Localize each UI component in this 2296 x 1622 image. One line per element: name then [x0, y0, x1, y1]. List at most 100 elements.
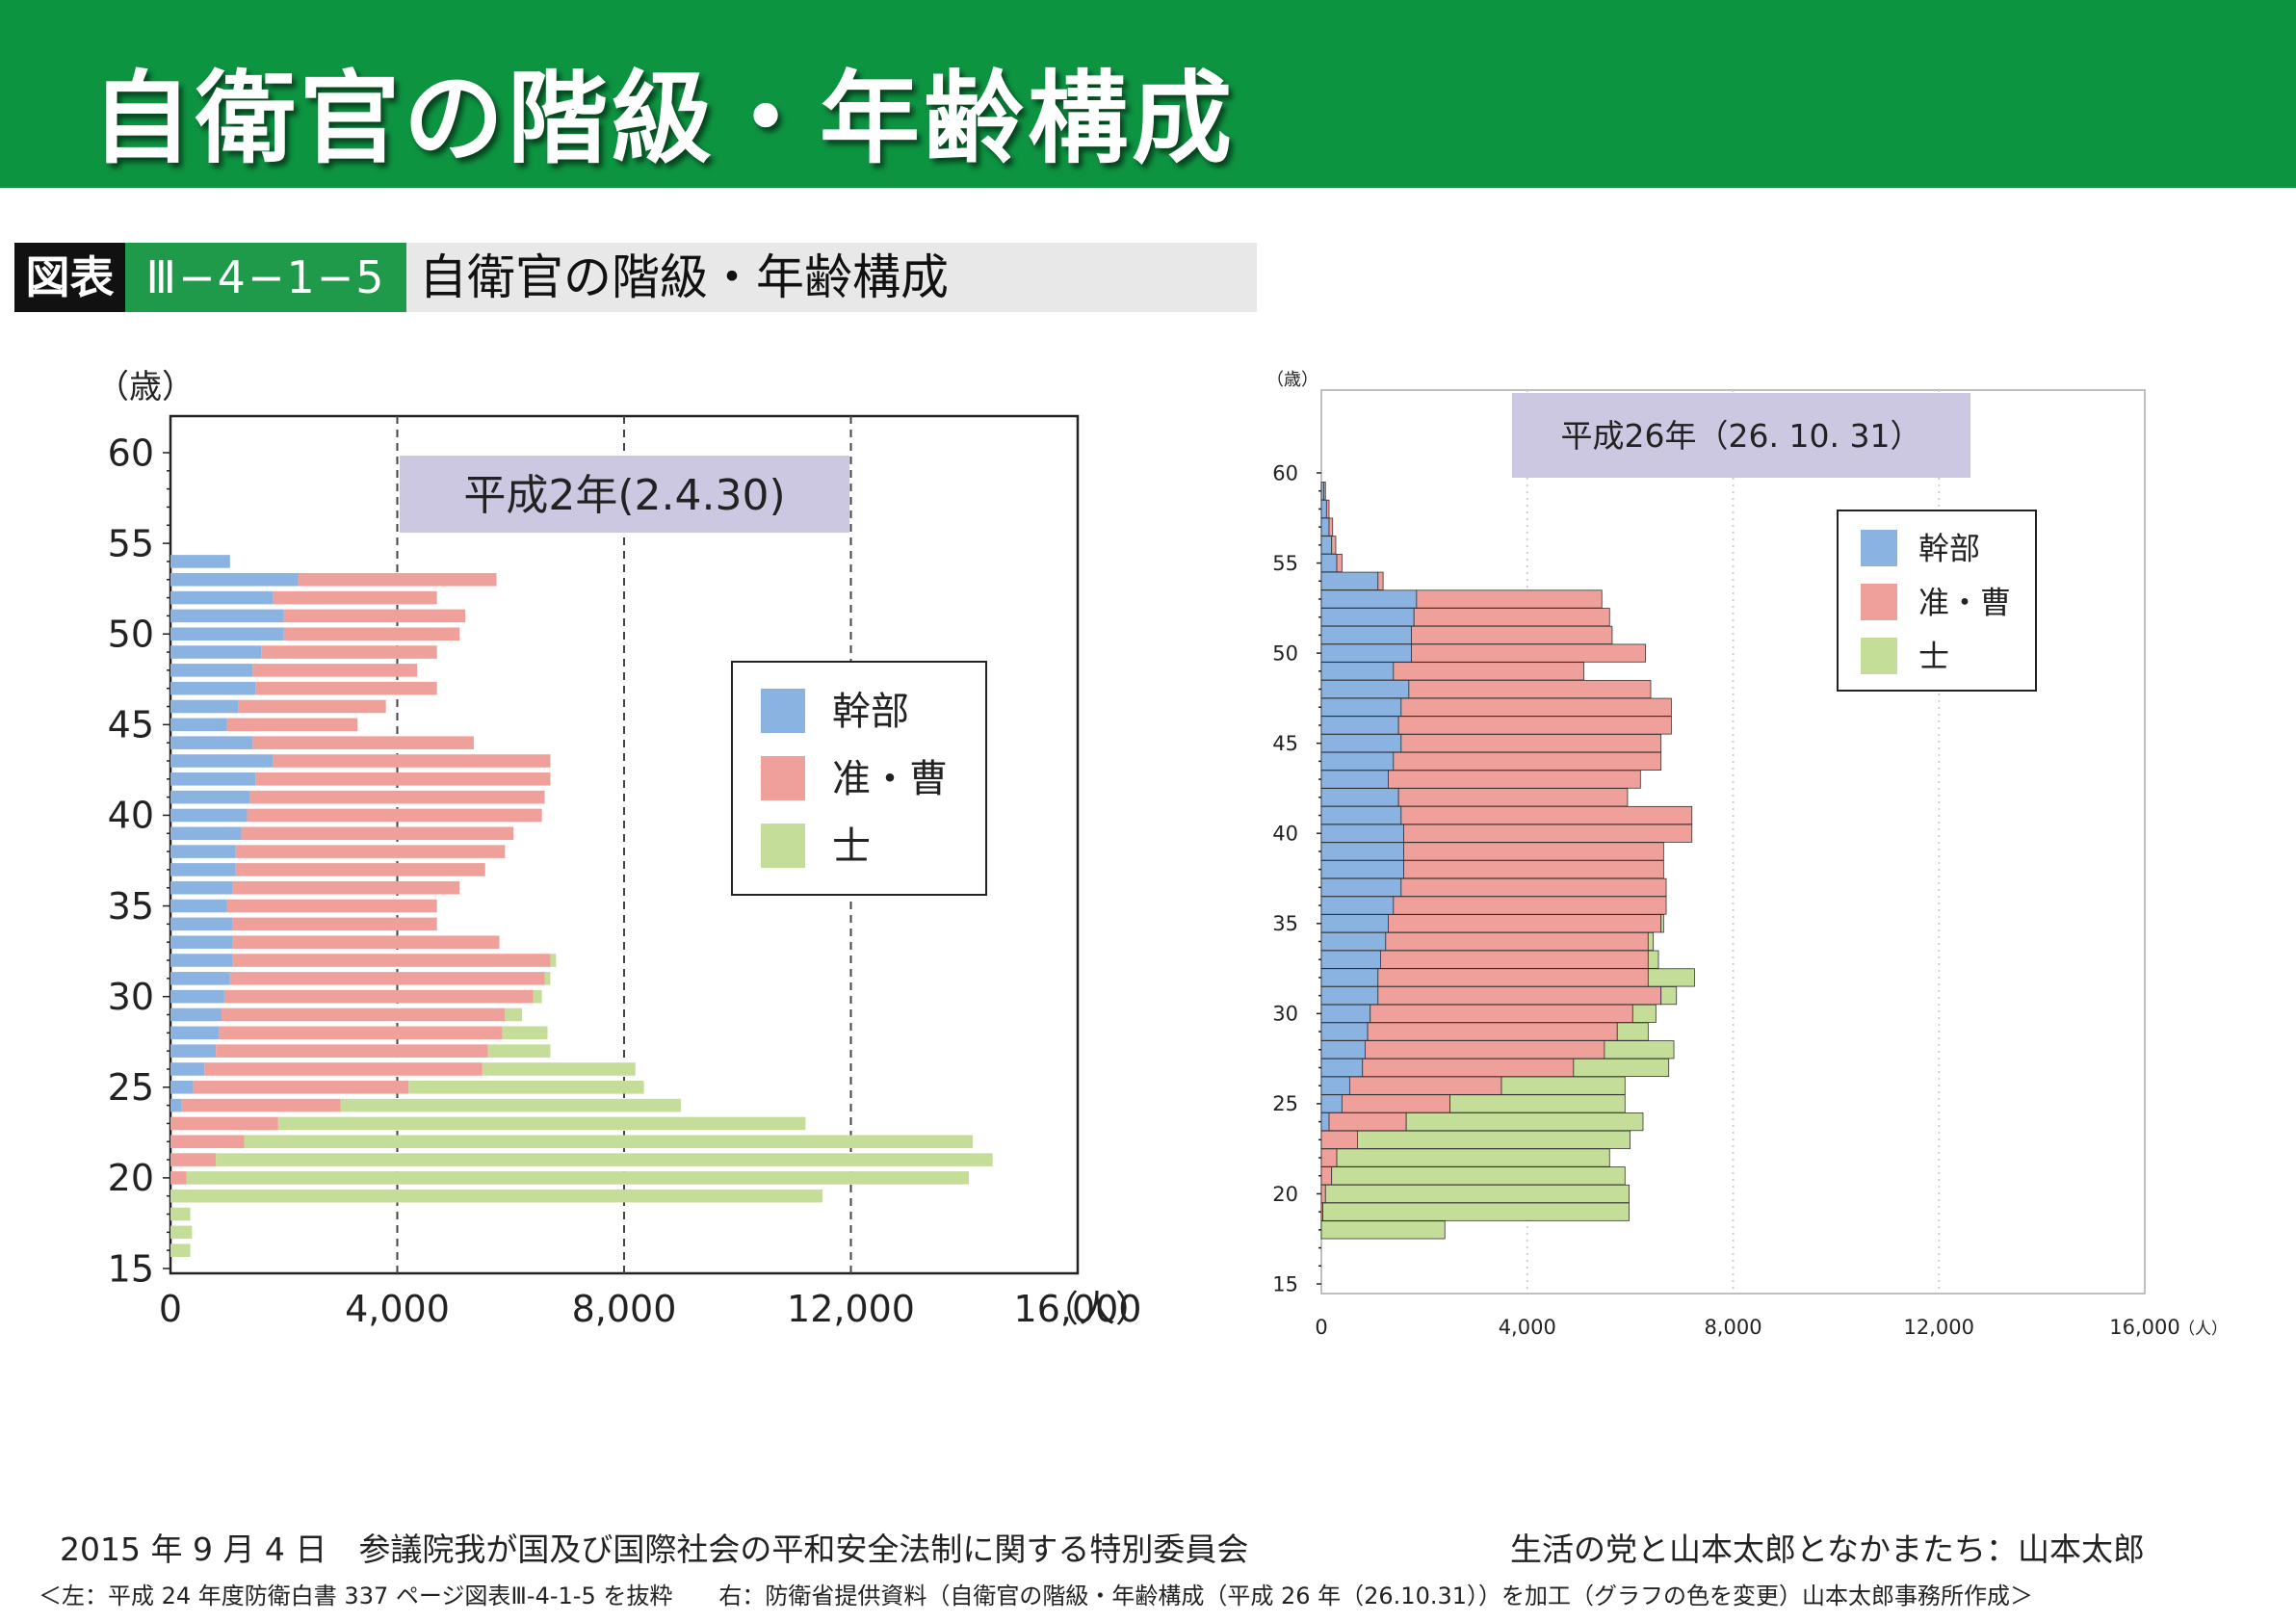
bar-age41-junso [249, 790, 545, 804]
y-tick-label: 35 [108, 885, 154, 928]
y-tick-label: 30 [108, 976, 154, 1018]
y-tick-label: 15 [108, 1247, 154, 1290]
bar-age22-shi [1336, 1148, 1610, 1167]
x-tick-label: 12,000 [787, 1288, 915, 1330]
bar-age36-junso [232, 880, 460, 895]
y-tick-label: 20 [108, 1157, 154, 1199]
bar-age21-shi [216, 1153, 993, 1166]
bar-age29-junso [221, 1007, 506, 1022]
bar-age34-junso [1385, 931, 1649, 952]
bar-age23-junso [170, 1116, 278, 1131]
bar-age33-kanbu [170, 935, 233, 949]
bar-age53-junso [1416, 589, 1603, 609]
bar-age47-junso [255, 681, 437, 695]
legend-label: 士 [832, 824, 871, 869]
bar-age24-junso [181, 1098, 341, 1112]
bar-age44-kanbu [1320, 751, 1395, 771]
legend-swatch-junso [1861, 584, 1897, 620]
bar-age38-junso [1403, 860, 1664, 879]
bar-age32-junso [232, 954, 551, 967]
bar-age27-shi [487, 1044, 551, 1058]
y-tick-label: 25 [108, 1066, 154, 1109]
bar-age35-kanbu [170, 899, 227, 913]
bar-age20-junso [1320, 1184, 1326, 1204]
bar-age25-shi [408, 1081, 644, 1094]
legend-label: 士 [1918, 638, 1949, 674]
y-tick-label: 60 [108, 432, 154, 474]
x-unit-label: （人） [1042, 1288, 1152, 1330]
bar-age48-junso [1408, 679, 1652, 699]
bar-age19-shi [1322, 1202, 1630, 1221]
y-tick-label: 25 [1272, 1092, 1298, 1115]
bar-age50-junso [1411, 643, 1647, 663]
bar-age31-kanbu [170, 972, 230, 985]
legend-swatch-shi [761, 824, 805, 868]
bar-age29-kanbu [170, 1007, 222, 1022]
bar-age37-junso [1400, 877, 1667, 897]
bar-age46-junso [238, 699, 386, 714]
bar-age27-junso [216, 1044, 488, 1058]
bar-age32-shi [1647, 968, 1695, 987]
y-tick-label: 50 [1272, 641, 1298, 665]
bar-age20-shi [1324, 1184, 1630, 1204]
bar-age51-kanbu [170, 609, 284, 623]
bar-age48-kanbu [1320, 679, 1410, 699]
bar-age35-shi [1660, 914, 1664, 933]
bar-age34-junso [232, 917, 437, 931]
bar-age22-junso [1320, 1148, 1338, 1167]
bar-age28-kanbu [1320, 1040, 1366, 1060]
chart-title: 平成26年（26. 10. 31） [1561, 417, 1922, 455]
page-title: 自衛官の階級・年齢構成 [91, 60, 1237, 177]
bar-age34-kanbu [1320, 931, 1387, 952]
bar-age23-junso [1320, 1130, 1358, 1149]
bar-age29-shi [505, 1007, 523, 1022]
bar-age58-kanbu [1320, 499, 1327, 518]
bar-age27-kanbu [1320, 1058, 1364, 1078]
figure-title: 自衛官の階級・年齢構成 [419, 249, 949, 305]
y-tick-label: 40 [1272, 823, 1298, 846]
header-banner: 自衛官の階級・年齢構成 [0, 0, 2296, 188]
bar-age28-shi [502, 1026, 548, 1040]
bar-age26-shi [1500, 1076, 1626, 1095]
bar-age43-kanbu [170, 754, 273, 768]
bar-age47-kanbu [1320, 697, 1402, 717]
bar-age25-junso [1341, 1094, 1450, 1113]
bar-age52-junso [1413, 608, 1610, 627]
bar-age28-junso [219, 1026, 503, 1040]
bar-age23-shi [277, 1116, 806, 1131]
bar-age39-junso [1403, 842, 1664, 861]
bar-age38-junso [235, 845, 506, 858]
bar-age31-junso [229, 972, 545, 985]
x-tick-label: 12,000 [1904, 1316, 1974, 1339]
legend-label: 幹部 [832, 690, 909, 734]
bar-age52-kanbu [1320, 608, 1415, 627]
bar-age52-junso [272, 590, 437, 605]
bar-age50-kanbu [170, 627, 284, 641]
bar-age42-junso [1397, 788, 1629, 807]
bar-age30-shi [1631, 1004, 1657, 1023]
bar-age32-shi [550, 954, 557, 967]
bar-age45-junso [1400, 734, 1662, 753]
bar-age54-kanbu [1320, 571, 1379, 590]
bar-age28-junso [1365, 1040, 1605, 1060]
bar-age33-shi [1647, 950, 1659, 969]
y-tick-label: 35 [1272, 912, 1298, 935]
bar-age33-junso [232, 935, 500, 949]
figure-label-bar: 図表 Ⅲ−4−1−5 自衛官の階級・年齢構成 [14, 243, 1257, 312]
bar-age32-junso [1377, 968, 1649, 987]
bar-age58-junso [1325, 499, 1330, 518]
bar-age44-kanbu [170, 736, 253, 749]
bar-age51-junso [283, 609, 466, 623]
bar-age44-junso [252, 736, 474, 749]
legend-swatch-shi [1861, 638, 1897, 674]
bar-age22-shi [244, 1135, 974, 1149]
bar-age55-kanbu [1320, 553, 1338, 573]
bar-age18-shi [1320, 1220, 1446, 1240]
bar-age51-junso [1411, 625, 1613, 644]
title-box [400, 456, 849, 533]
bar-age46-kanbu [170, 699, 239, 714]
bar-age59-kanbu [1320, 482, 1325, 501]
bar-age32-kanbu [170, 954, 233, 967]
bar-age39-kanbu [170, 826, 242, 841]
x-tick-label: 0 [1315, 1316, 1327, 1339]
